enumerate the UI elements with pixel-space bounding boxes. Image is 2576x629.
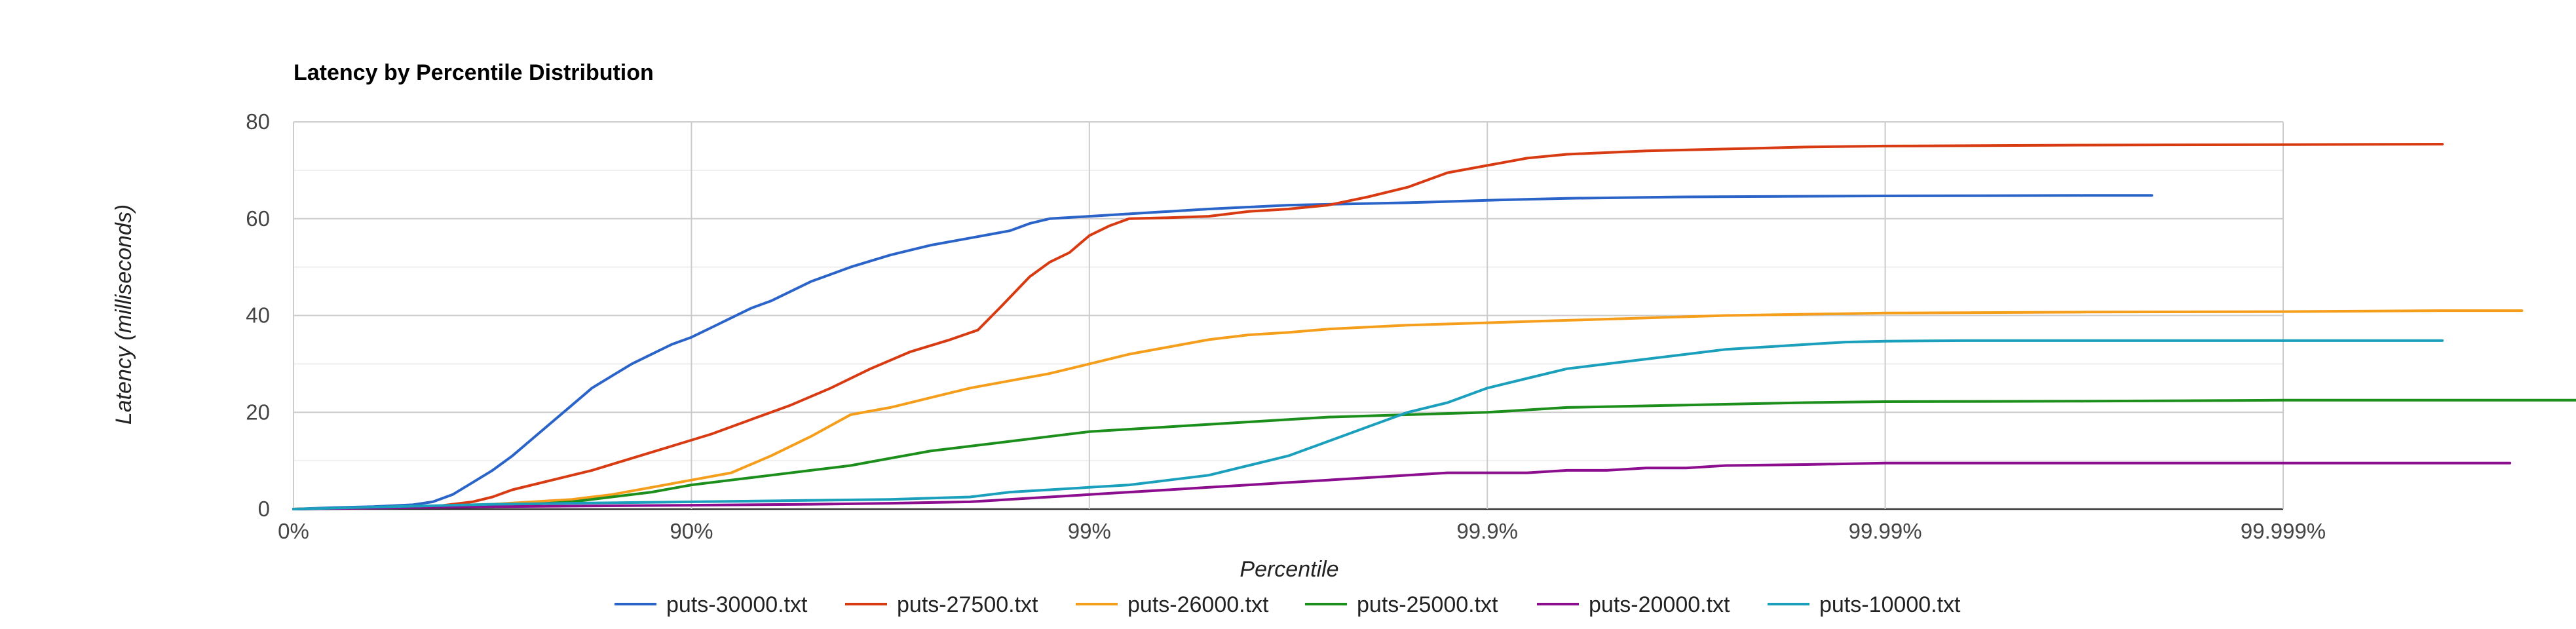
y-tick-label: 0 [258, 497, 270, 521]
y-tick-label: 40 [246, 303, 270, 328]
legend-label: puts-26000.txt [1127, 592, 1269, 617]
y-tick-label: 20 [246, 400, 270, 424]
minor-gridlines [294, 169, 2283, 462]
x-tick-label: 99.999% [2241, 519, 2326, 543]
series-line [292, 461, 2512, 510]
legend-label: puts-20000.txt [1589, 592, 1730, 617]
chart-title: Latency by Percentile Distribution [294, 60, 654, 85]
x-tick-label: 99% [1068, 519, 1111, 543]
x-tick-label: 99.99% [1849, 519, 1922, 543]
x-tick-label: 99.9% [1456, 519, 1518, 543]
series-line [292, 143, 2444, 510]
legend-label: puts-27500.txt [897, 592, 1038, 617]
y-tick-label: 60 [246, 206, 270, 231]
major-gridlines [293, 121, 2284, 510]
legend-label: puts-30000.txt [666, 592, 808, 617]
series-line [292, 194, 2153, 510]
x-tick-label: 0% [278, 519, 309, 543]
series-line [292, 339, 2444, 510]
y-axis-tick-labels: 0 20 40 60 80 [246, 109, 270, 521]
x-axis-tick-labels: 0% 90% 99% 99.9% 99.99% 99.999% [278, 519, 2326, 543]
legend-label: puts-25000.txt [1357, 592, 1498, 617]
y-tick-label: 80 [246, 109, 270, 134]
series-lines [292, 143, 2576, 510]
x-axis-title: Percentile [1240, 557, 1338, 582]
x-tick-label: 90% [670, 519, 713, 543]
series-line [292, 309, 2524, 510]
y-axis-title: Latency (milliseconds) [111, 204, 136, 425]
legend-label: puts-10000.txt [1819, 592, 1961, 617]
legend: puts-30000.txt puts-27500.txt puts-26000.t… [615, 592, 1961, 617]
series-line [292, 398, 2576, 510]
